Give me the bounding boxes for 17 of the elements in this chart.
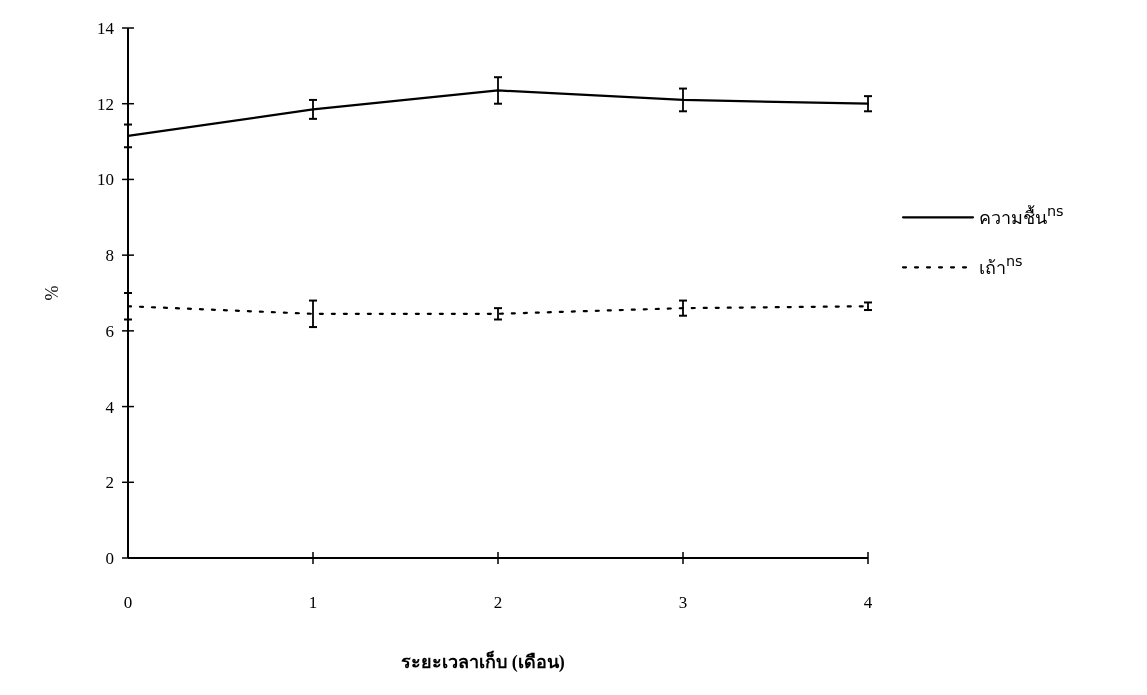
x-tick-label: 3 — [678, 593, 688, 612]
x-tick-label: 1 — [308, 593, 318, 612]
y-tick-label: 2 — [105, 473, 114, 493]
x-axis-title: ระยะเวลาเก็บ (เดือน) — [401, 650, 565, 673]
x-tick-label: 4 — [863, 593, 873, 612]
y-tick-label: 14 — [97, 18, 115, 38]
y-tick-label: 6 — [105, 321, 114, 341]
y-tick-label: 0 — [105, 548, 114, 568]
y-axis-title: % — [42, 285, 62, 301]
x-tick-label: 2 — [493, 593, 503, 612]
y-tick-label: 12 — [97, 94, 114, 114]
x-tick-label: 0 — [123, 593, 133, 612]
y-tick-label: 10 — [97, 170, 114, 190]
legend-label: เถ้า$^{ns}$ — [979, 252, 1023, 278]
y-tick-label: 4 — [105, 397, 115, 417]
y-tick-label: 8 — [105, 246, 114, 266]
legend-label: ความชื้น$^{ns}$ — [979, 202, 1064, 228]
